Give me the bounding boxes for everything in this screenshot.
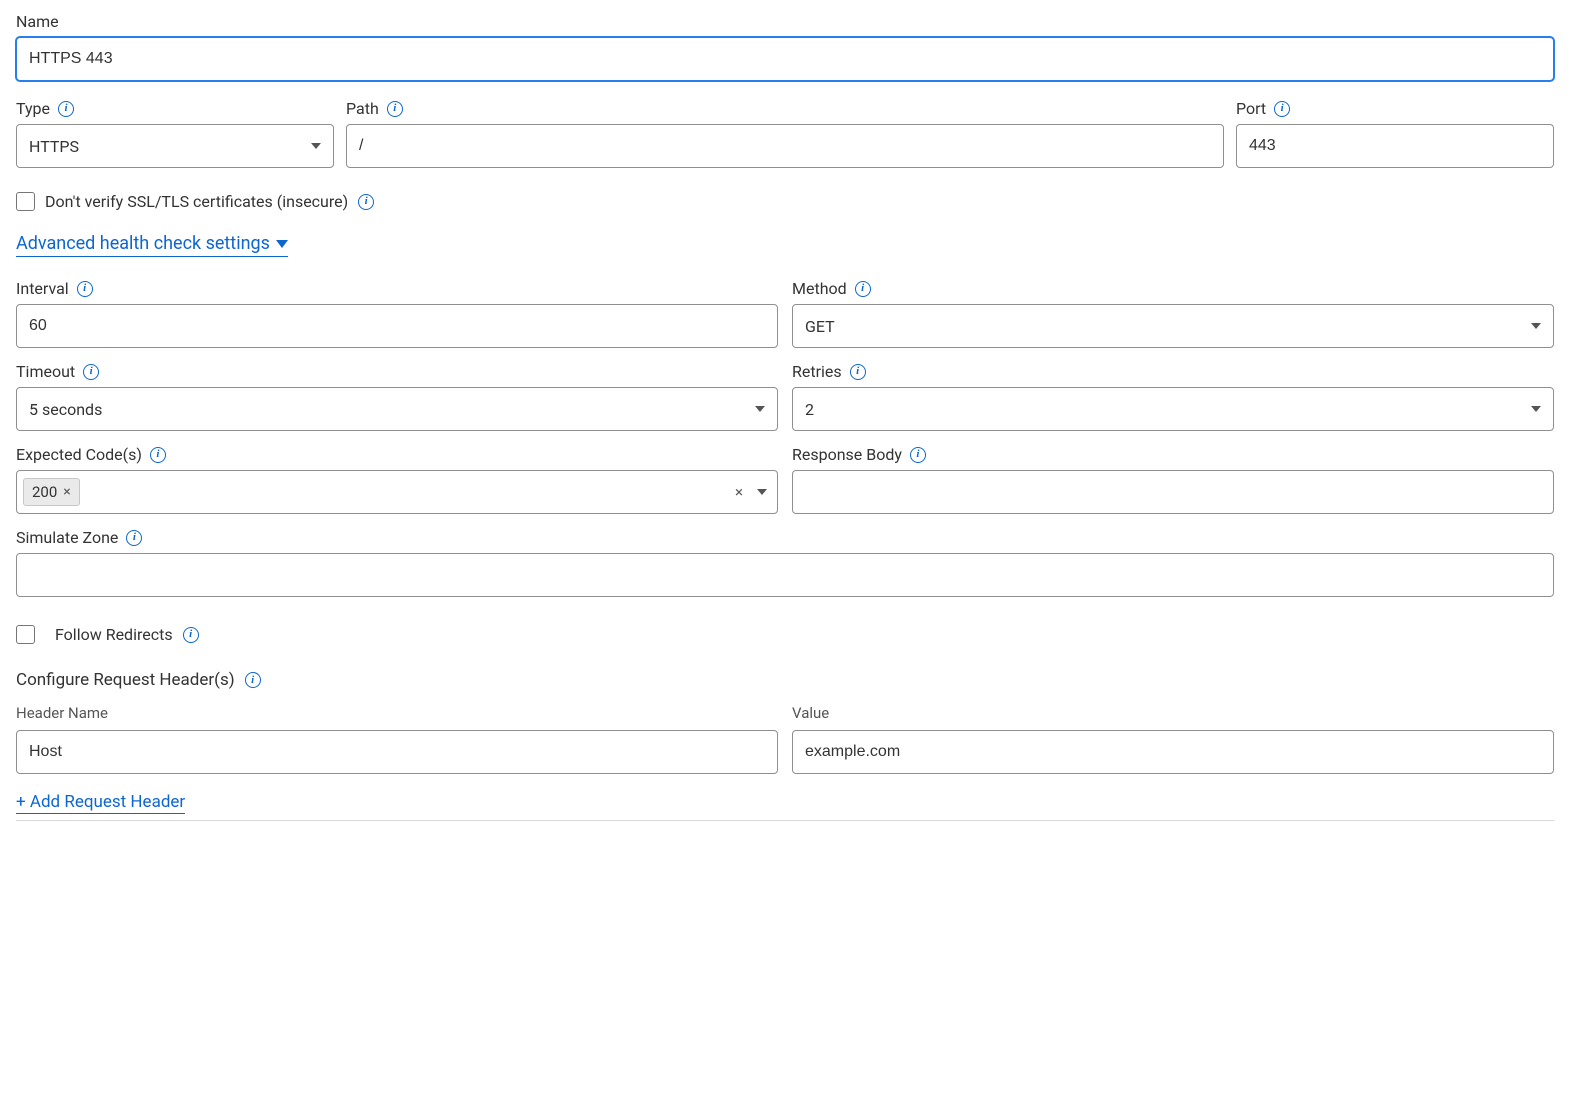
info-icon[interactable] <box>1274 101 1290 117</box>
simulate-zone-label-text: Simulate Zone <box>16 528 118 547</box>
type-label: Type <box>16 99 334 118</box>
method-select[interactable]: GET <box>792 304 1554 348</box>
path-label: Path <box>346 99 1224 118</box>
chevron-down-icon <box>1531 406 1541 412</box>
simulate-zone-input[interactable] <box>16 553 1554 597</box>
retries-label-text: Retries <box>792 362 842 381</box>
header-name-field: Header Name <box>16 704 778 774</box>
advanced-settings-label: Advanced health check settings <box>16 233 270 254</box>
chevron-down-icon[interactable] <box>757 489 767 495</box>
code-tag-text: 200 <box>32 483 57 501</box>
info-icon[interactable] <box>387 101 403 117</box>
interval-label: Interval <box>16 279 778 298</box>
follow-redirects-label: Follow Redirects <box>55 625 173 644</box>
port-field: Port <box>1236 99 1554 168</box>
info-icon[interactable] <box>58 101 74 117</box>
follow-redirects-row: Follow Redirects <box>16 625 1554 644</box>
retries-field: Retries 2 <box>792 362 1554 431</box>
info-icon[interactable] <box>245 672 261 688</box>
expected-codes-label-text: Expected Code(s) <box>16 445 142 464</box>
advanced-settings-toggle[interactable]: Advanced health check settings <box>16 233 288 257</box>
simulate-zone-label: Simulate Zone <box>16 528 1554 547</box>
codes-body-row: Expected Code(s) 200 × × Response Body <box>16 445 1554 514</box>
health-check-form: Name Type HTTPS Path Port <box>12 12 1558 821</box>
timeout-label: Timeout <box>16 362 778 381</box>
interval-field: Interval <box>16 279 778 348</box>
type-select[interactable]: HTTPS <box>16 124 334 168</box>
timeout-retries-row: Timeout 5 seconds Retries 2 <box>16 362 1554 431</box>
method-label-text: Method <box>792 279 847 298</box>
header-value-input[interactable] <box>792 730 1554 774</box>
name-field: Name <box>16 12 1554 81</box>
type-field: Type HTTPS <box>16 99 334 168</box>
code-tag: 200 × <box>23 478 80 506</box>
interval-input[interactable] <box>16 304 778 348</box>
ssl-verify-row: Don't verify SSL/TLS certificates (insec… <box>16 192 1554 211</box>
info-icon[interactable] <box>358 194 374 210</box>
response-body-field: Response Body <box>792 445 1554 514</box>
interval-method-row: Interval Method GET <box>16 279 1554 348</box>
header-value-label: Value <box>792 704 1554 722</box>
port-input[interactable] <box>1236 124 1554 168</box>
expected-codes-field: Expected Code(s) 200 × × <box>16 445 778 514</box>
type-value: HTTPS <box>29 137 79 156</box>
info-icon[interactable] <box>126 530 142 546</box>
chevron-down-icon <box>311 143 321 149</box>
configure-headers-label: Configure Request Header(s) <box>16 670 235 690</box>
header-value-field: Value <box>792 704 1554 774</box>
simulate-zone-field: Simulate Zone <box>16 528 1554 597</box>
retries-select[interactable]: 2 <box>792 387 1554 431</box>
info-icon[interactable] <box>150 447 166 463</box>
chevron-down-icon <box>1531 323 1541 329</box>
method-value: GET <box>805 317 835 336</box>
divider <box>16 820 1554 821</box>
timeout-select[interactable]: 5 seconds <box>16 387 778 431</box>
configure-headers-heading: Configure Request Header(s) <box>16 670 1554 690</box>
header-name-input[interactable] <box>16 730 778 774</box>
type-path-port-row: Type HTTPS Path Port <box>16 99 1554 168</box>
remove-tag-icon[interactable]: × <box>63 484 70 500</box>
header-row: Header Name Value <box>16 704 1554 774</box>
add-request-header-text: + Add Request Header <box>16 792 185 812</box>
response-body-input[interactable] <box>792 470 1554 514</box>
retries-label: Retries <box>792 362 1554 381</box>
method-field: Method GET <box>792 279 1554 348</box>
expected-codes-label: Expected Code(s) <box>16 445 778 464</box>
name-label-text: Name <box>16 12 59 31</box>
chevron-down-icon <box>755 406 765 412</box>
expected-codes-input[interactable]: 200 × × <box>16 470 778 514</box>
info-icon[interactable] <box>183 627 199 643</box>
path-input[interactable] <box>346 124 1224 168</box>
info-icon[interactable] <box>855 281 871 297</box>
timeout-value: 5 seconds <box>29 400 102 419</box>
ssl-verify-checkbox[interactable] <box>16 192 35 211</box>
type-label-text: Type <box>16 99 50 118</box>
name-label: Name <box>16 12 1554 31</box>
clear-all-icon[interactable]: × <box>735 483 743 501</box>
ssl-verify-label: Don't verify SSL/TLS certificates (insec… <box>45 192 348 211</box>
method-label: Method <box>792 279 1554 298</box>
retries-value: 2 <box>805 400 814 419</box>
port-label: Port <box>1236 99 1554 118</box>
timeout-field: Timeout 5 seconds <box>16 362 778 431</box>
response-body-label-text: Response Body <box>792 445 902 464</box>
path-label-text: Path <box>346 99 379 118</box>
info-icon[interactable] <box>77 281 93 297</box>
name-input[interactable] <box>16 37 1554 81</box>
info-icon[interactable] <box>850 364 866 380</box>
add-request-header-link[interactable]: + Add Request Header <box>16 792 185 814</box>
follow-redirects-checkbox[interactable] <box>16 625 35 644</box>
interval-label-text: Interval <box>16 279 69 298</box>
chevron-down-icon <box>276 240 288 248</box>
info-icon[interactable] <box>83 364 99 380</box>
info-icon[interactable] <box>910 447 926 463</box>
path-field: Path <box>346 99 1224 168</box>
port-label-text: Port <box>1236 99 1266 118</box>
header-name-label: Header Name <box>16 704 778 722</box>
timeout-label-text: Timeout <box>16 362 75 381</box>
response-body-label: Response Body <box>792 445 1554 464</box>
